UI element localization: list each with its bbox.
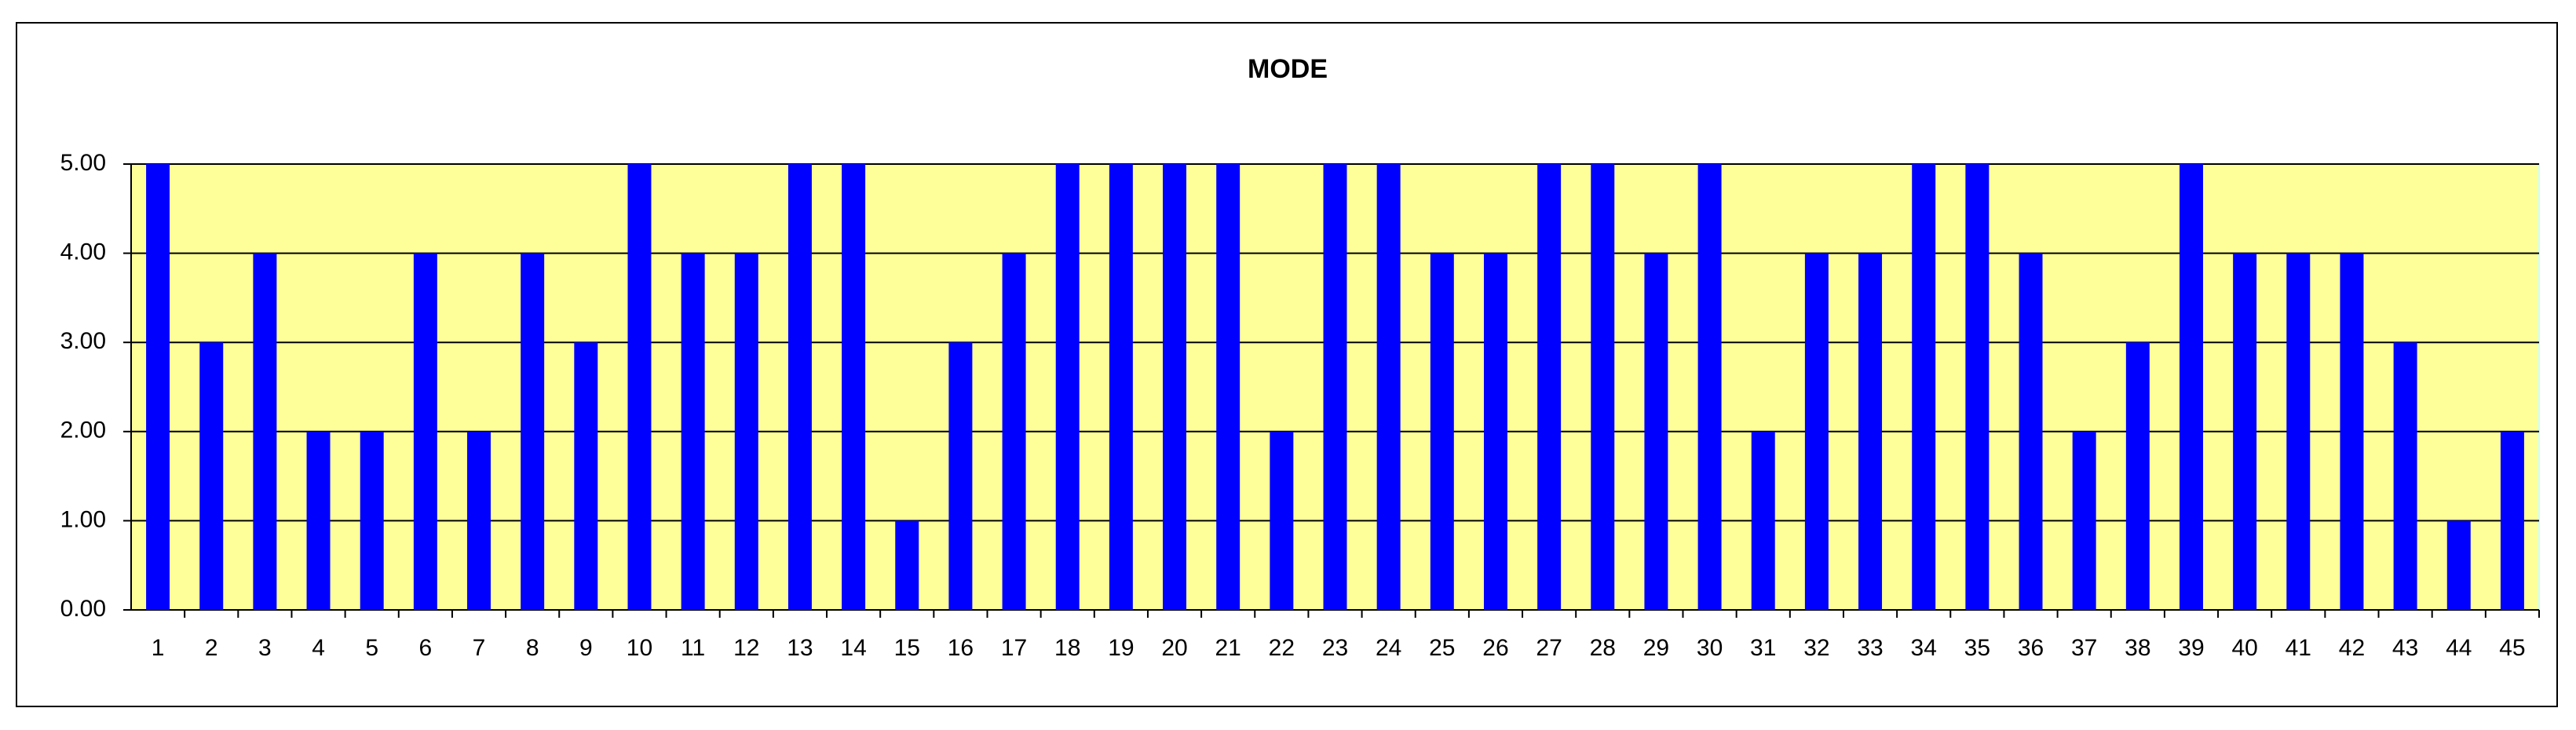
- bar: [2286, 253, 2311, 610]
- bar: [1483, 253, 1507, 610]
- bar: [787, 164, 812, 610]
- bar: [360, 431, 384, 610]
- bar: [681, 253, 705, 610]
- x-tick-label: 9: [579, 635, 593, 661]
- bar: [2125, 342, 2150, 610]
- x-tick-label: 40: [2231, 635, 2257, 661]
- x-tick-label: 21: [1215, 635, 1241, 661]
- x-tick-label: 23: [1322, 635, 1348, 661]
- x-tick-label: 33: [1857, 635, 1883, 661]
- bar: [413, 253, 437, 610]
- x-tick-label: 18: [1054, 635, 1080, 661]
- bar: [1965, 164, 1990, 610]
- x-tick-label: 3: [258, 635, 272, 661]
- x-tick-label: 4: [312, 635, 325, 661]
- x-tick-label: 10: [627, 635, 652, 661]
- bar: [2233, 253, 2257, 610]
- x-tick-label: 11: [681, 635, 705, 661]
- x-tick-label: 28: [1590, 635, 1616, 661]
- x-tick-label: 42: [2339, 635, 2365, 661]
- bar: [2179, 164, 2203, 610]
- bar: [1109, 164, 1133, 610]
- x-tick-label: 29: [1643, 635, 1669, 661]
- bar: [1644, 253, 1668, 610]
- y-tick-label: 0.00: [60, 596, 106, 622]
- bar: [253, 253, 277, 610]
- bar: [1697, 164, 1722, 610]
- bar: [1804, 253, 1829, 610]
- x-tick-label: 26: [1482, 635, 1508, 661]
- x-tick-label: 25: [1429, 635, 1455, 661]
- x-tick-label: 41: [2286, 635, 2311, 661]
- y-tick-label: 4.00: [60, 239, 106, 265]
- y-tick-label: 3.00: [60, 328, 106, 354]
- x-tick-label: 17: [1001, 635, 1027, 661]
- x-tick-label: 15: [894, 635, 920, 661]
- bar: [1430, 253, 1454, 610]
- x-tick-label: 27: [1536, 635, 1562, 661]
- x-tick-label: 24: [1376, 635, 1401, 661]
- bar: [627, 164, 652, 610]
- bar: [521, 253, 545, 610]
- bar: [1055, 164, 1080, 610]
- x-tick-label: 37: [2071, 635, 2097, 661]
- x-tick-label: 2: [205, 635, 218, 661]
- x-tick-label: 1: [152, 635, 165, 661]
- bar: [734, 253, 758, 610]
- x-tick-label: 19: [1108, 635, 1134, 661]
- x-tick-label: 31: [1750, 635, 1776, 661]
- x-tick-label: 45: [2499, 635, 2525, 661]
- bar: [1537, 164, 1562, 610]
- bar: [2500, 431, 2524, 610]
- bar: [1323, 164, 1347, 610]
- x-tick-label: 5: [365, 635, 378, 661]
- x-tick-label: 20: [1161, 635, 1187, 661]
- bar: [1912, 164, 1936, 610]
- bar: [1163, 164, 1187, 610]
- bar: [1002, 253, 1026, 610]
- x-tick-label: 13: [787, 635, 813, 661]
- y-tick-label: 2.00: [60, 418, 106, 443]
- x-tick-label: 8: [526, 635, 539, 661]
- bar: [574, 342, 598, 610]
- bar: [895, 520, 919, 610]
- x-tick-label: 39: [2178, 635, 2204, 661]
- bar: [1858, 253, 1883, 610]
- y-tick-label: 1.00: [60, 506, 106, 532]
- x-tick-label: 14: [840, 635, 866, 661]
- x-tick-label: 12: [733, 635, 759, 661]
- x-tick-label: 44: [2446, 635, 2472, 661]
- x-tick-label: 36: [2018, 635, 2044, 661]
- bar: [1591, 164, 1615, 610]
- bar: [1216, 164, 1240, 610]
- y-tick-label: 5.00: [60, 150, 106, 176]
- bar: [467, 431, 491, 610]
- bar: [2340, 253, 2364, 610]
- bar: [199, 342, 224, 610]
- bar: [306, 431, 331, 610]
- bar: [1751, 431, 1775, 610]
- bar: [2446, 520, 2471, 610]
- bar: [948, 342, 973, 610]
- bar: [2019, 253, 2043, 610]
- bar: [2393, 342, 2417, 610]
- x-tick-label: 7: [473, 635, 486, 661]
- x-tick-label: 22: [1269, 635, 1295, 661]
- x-tick-label: 32: [1803, 635, 1829, 661]
- x-tick-label: 30: [1697, 635, 1723, 661]
- bar: [146, 164, 170, 610]
- x-tick-label: 6: [419, 635, 433, 661]
- x-tick-label: 38: [2125, 635, 2150, 661]
- x-tick-label: 35: [1964, 635, 1990, 661]
- x-tick-label: 16: [948, 635, 974, 661]
- x-tick-label: 43: [2392, 635, 2418, 661]
- x-tick-label: 34: [1911, 635, 1937, 661]
- bar: [842, 164, 866, 610]
- bar: [1270, 431, 1294, 610]
- bar: [2072, 431, 2096, 610]
- chart-title: MODE: [1248, 54, 1328, 84]
- bar: [1376, 164, 1401, 610]
